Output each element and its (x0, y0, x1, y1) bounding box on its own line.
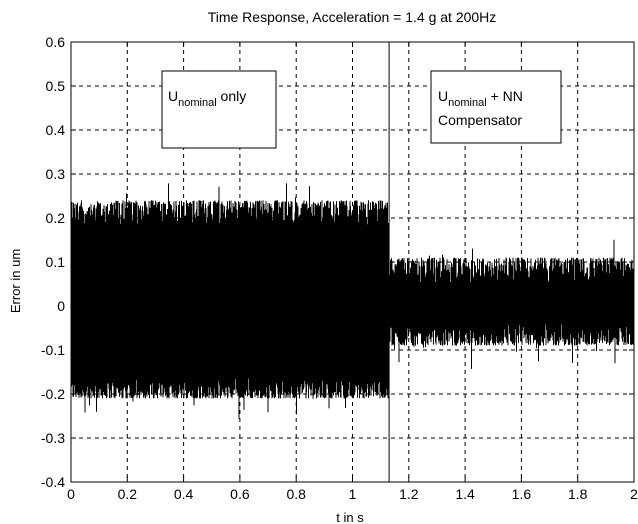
annotation-subscript: nominal (448, 97, 487, 109)
x-tick-label: 0 (67, 486, 75, 502)
annotation-suffix: + NN (487, 88, 523, 104)
y-tick-label: 0.2 (46, 210, 66, 226)
x-tick-label: 2 (630, 486, 638, 502)
annotation-text: Unominal + NN (438, 88, 523, 109)
y-tick-label: -0.1 (41, 342, 65, 358)
x-tick-label: 1.4 (455, 486, 475, 502)
x-tick-label: 0.6 (230, 486, 250, 502)
annotation-box (161, 70, 277, 149)
signal-segment (70, 183, 389, 419)
annotation-main: U (168, 88, 178, 104)
axis-ticks (70, 41, 635, 483)
x-axis-label: t in s (336, 510, 364, 524)
annotation-line2: Compensator (438, 112, 522, 128)
y-tick-label: -0.2 (41, 386, 65, 402)
tick-labels: 0 0.2 0.4 0.6 0.8 1 1.2 1.4 1.6 1.8 2 -0.4 -0.3 -0.2 -… (41, 34, 638, 502)
y-tick-label: 0.6 (46, 34, 66, 50)
chart-title: Time Response, Acceleration = 1.4 g at 2… (208, 9, 497, 25)
y-tick-label: 0.5 (46, 78, 66, 94)
annotation-unominal-only: Unominal only (161, 70, 277, 149)
x-tick-label: 1.8 (568, 486, 588, 502)
x-tick-label: 0.2 (118, 486, 138, 502)
y-tick-label: 0 (57, 298, 65, 314)
signal-trace (70, 183, 634, 419)
annotation-suffix: only (217, 88, 247, 104)
y-tick-label: 0.3 (46, 166, 66, 182)
y-tick-label: -0.4 (41, 474, 65, 490)
y-tick-label: -0.3 (41, 430, 65, 446)
annotation-box (430, 70, 562, 144)
x-tick-label: 1 (349, 486, 357, 502)
x-tick-label: 0.4 (174, 486, 194, 502)
annotation-main: U (438, 88, 448, 104)
y-tick-label: 0.4 (46, 122, 66, 138)
y-axis-label: Error in um (8, 249, 23, 313)
annotation-subscript: nominal (178, 97, 217, 109)
x-tick-label: 0.8 (286, 486, 306, 502)
annotation-text: Unominal only (168, 88, 246, 109)
y-tick-label: 0.1 (46, 254, 66, 270)
annotation-unominal-nn-compensator: Unominal + NN Compensator (430, 70, 562, 144)
x-tick-label: 1.6 (512, 486, 532, 502)
x-tick-label: 1.2 (399, 486, 419, 502)
